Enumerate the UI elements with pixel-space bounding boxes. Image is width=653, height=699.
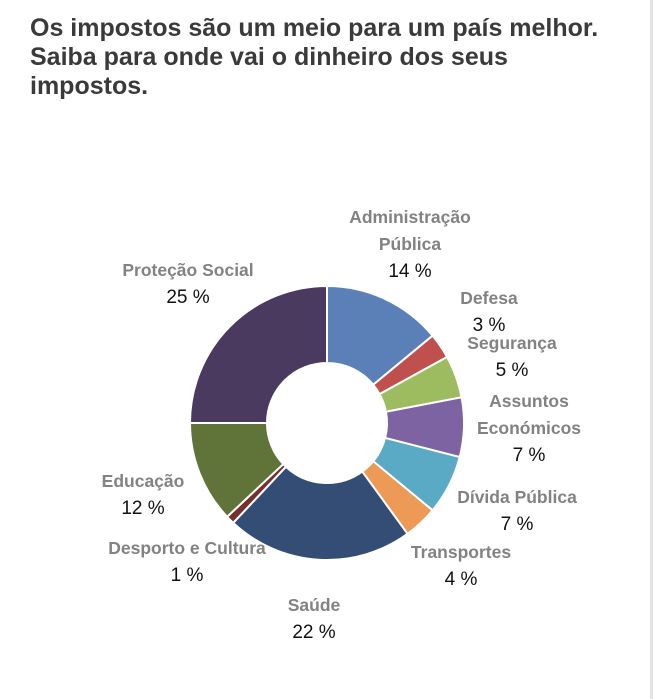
slice-value: 12 % — [121, 498, 165, 519]
slice-label: Desporto e Cultura 1 % — [108, 535, 266, 590]
slice-label: Dívida Pública 7 % — [457, 484, 577, 539]
slice-value: 25 % — [166, 287, 210, 308]
slice-label: Assuntos Económicos 7 % — [477, 388, 581, 470]
slice-value: 7 % — [500, 514, 534, 535]
slice-name: Defesa — [460, 288, 518, 308]
slice-name: Desporto e Cultura — [108, 538, 266, 558]
slice-name: Saúde — [287, 595, 341, 615]
slice-name: Administração Pública — [349, 207, 471, 254]
scrollbar-edge — [650, 0, 653, 699]
slice-value: 1 % — [170, 565, 204, 586]
slice-value: 5 % — [495, 360, 529, 381]
slice-name: Proteção Social — [122, 260, 254, 280]
slice-label: Proteção Social 25 % — [122, 257, 253, 312]
slice-label: Transportes 4 % — [411, 539, 511, 594]
slice-value: 4 % — [444, 569, 478, 590]
slice-name: Transportes — [410, 542, 512, 562]
slice-label: Defesa 3 % — [460, 285, 517, 340]
slice-value: 22 % — [292, 622, 336, 643]
slice-name: Assuntos Económicos — [476, 391, 582, 438]
slice-saude — [231, 465, 409, 561]
slice-label: Segurança 5 % — [467, 330, 556, 385]
slice-label: Educação 12 % — [102, 468, 185, 523]
slice-label: Administração Pública 14 % — [349, 204, 471, 286]
slice-name: Educação — [101, 471, 185, 491]
slice-value: 3 % — [472, 315, 506, 336]
slice-value: 7 % — [512, 445, 546, 466]
slice-name: Dívida Pública — [457, 487, 577, 507]
slice-protecao-social — [188, 284, 328, 424]
chart-title: Os impostos são um meio para um país mel… — [30, 14, 599, 100]
slice-value: 14 % — [388, 261, 432, 282]
slice-name: Segurança — [467, 333, 557, 353]
slice-label: Saúde 22 % — [288, 592, 341, 647]
